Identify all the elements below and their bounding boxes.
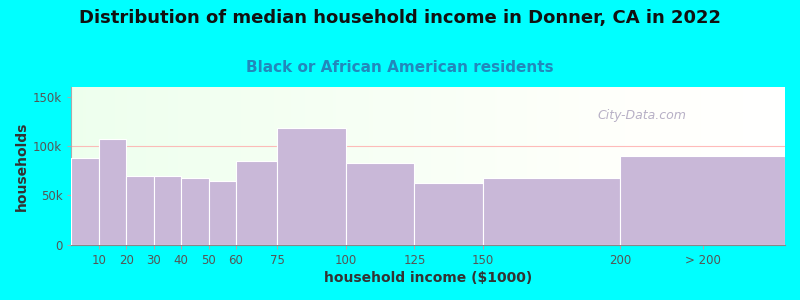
- Bar: [209, 181, 236, 245]
- Bar: [620, 156, 785, 245]
- Bar: [126, 176, 154, 245]
- Bar: [277, 128, 346, 245]
- Bar: [346, 163, 414, 245]
- Bar: [414, 183, 483, 245]
- Bar: [154, 176, 181, 245]
- Text: Distribution of median household income in Donner, CA in 2022: Distribution of median household income …: [79, 9, 721, 27]
- Bar: [414, 183, 483, 245]
- Bar: [483, 178, 620, 245]
- Text: Black or African American residents: Black or African American residents: [246, 60, 554, 75]
- Bar: [71, 158, 98, 245]
- Bar: [277, 128, 346, 245]
- Bar: [236, 161, 277, 245]
- Bar: [236, 161, 277, 245]
- Bar: [346, 163, 414, 245]
- Bar: [181, 178, 209, 245]
- Bar: [98, 139, 126, 245]
- Bar: [71, 158, 98, 245]
- Bar: [126, 176, 154, 245]
- Bar: [181, 178, 209, 245]
- Bar: [209, 181, 236, 245]
- Bar: [98, 139, 126, 245]
- X-axis label: household income ($1000): household income ($1000): [324, 271, 532, 285]
- Text: City-Data.com: City-Data.com: [598, 109, 686, 122]
- Bar: [483, 178, 620, 245]
- Y-axis label: households: households: [15, 121, 29, 211]
- Bar: [620, 156, 785, 245]
- Bar: [154, 176, 181, 245]
